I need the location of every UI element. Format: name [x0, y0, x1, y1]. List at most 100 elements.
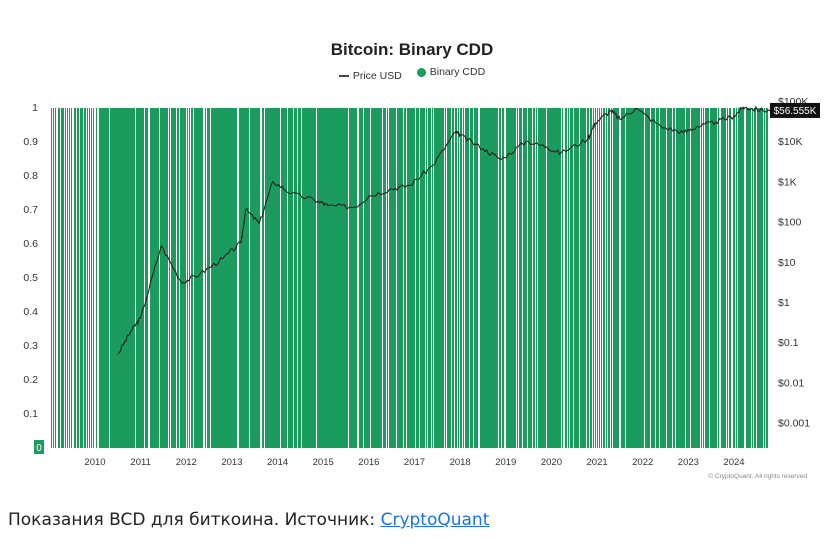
caption-source-link[interactable]: CryptoQuant	[380, 510, 490, 530]
price-usd-line	[117, 105, 771, 355]
binary-cdd-gap	[386, 108, 387, 448]
binary-cdd-gap	[610, 108, 611, 448]
binary-cdd-gap	[650, 108, 651, 448]
binary-cdd-gap	[672, 108, 673, 448]
binary-cdd-gap	[702, 108, 703, 448]
binary-cdd-gap	[66, 108, 67, 448]
binary-cdd-gap	[655, 108, 656, 448]
binary-cdd-gap	[260, 108, 262, 448]
y-left-tick-label: 0.8	[23, 170, 38, 182]
binary-cdd-gap	[396, 108, 397, 448]
x-tick-label: 2010	[84, 457, 105, 468]
binary-cdd-gap	[498, 108, 499, 448]
y-left-tick-label: 0.6	[23, 238, 38, 250]
x-tick-label: 2019	[495, 457, 516, 468]
legend-label-price: Price USD	[352, 69, 402, 82]
binary-cdd-gap	[88, 108, 89, 448]
binary-cdd-gap	[567, 108, 568, 448]
binary-cdd-gap	[249, 108, 250, 448]
line-swatch-icon	[338, 75, 349, 77]
binary-cdd-gap	[363, 108, 364, 448]
binary-cdd-gap	[170, 108, 171, 448]
binary-cdd-gap	[446, 108, 447, 448]
last-price-marker: $56.555K	[770, 102, 820, 118]
binary-cdd-gap	[54, 108, 55, 448]
chart-title: Bitcoin: Binary CDD	[330, 40, 494, 59]
binary-cdd-gap	[415, 108, 416, 448]
binary-cdd-gap	[763, 108, 764, 448]
binary-cdd-gap	[731, 108, 733, 448]
binary-cdd-gap	[388, 108, 389, 448]
binary-cdd-gap	[193, 108, 194, 448]
binary-cdd-gap	[728, 108, 729, 448]
binary-cdd-gap	[203, 108, 205, 448]
binary-cdd-gap	[403, 108, 404, 448]
chart-plot: 0 10.90.80.70.60.50.40.30.20.1 $100K$10K…	[23, 96, 820, 480]
binary-cdd-gap	[744, 108, 746, 448]
binary-cdd-gap	[97, 108, 99, 448]
binary-cdd-gap	[316, 108, 317, 448]
binary-cdd-gap	[370, 108, 371, 448]
binary-cdd-gap	[144, 108, 145, 448]
binary-cdd-gap	[297, 108, 298, 448]
binary-cdd-gap	[478, 108, 480, 448]
binary-cdd-gap	[737, 108, 738, 448]
binary-cdd-gap	[431, 108, 432, 448]
binary-cdd-gap	[659, 108, 660, 448]
binary-cdd-gap	[535, 108, 536, 448]
caption-text: Показания BCD для биткоина. Источник:	[8, 510, 381, 530]
binary-cdd-gap	[579, 108, 580, 448]
binary-cdd-gap	[522, 108, 523, 448]
binary-cdd-gap	[532, 108, 533, 448]
binary-cdd-gap	[444, 108, 445, 448]
chart-container: Bitcoin: Binary CDD Price USD Binary CDD…	[0, 40, 824, 480]
x-tick-label: 2022	[632, 457, 653, 468]
binary-cdd-gap	[52, 108, 53, 448]
binary-cdd-gap	[518, 108, 519, 448]
y-left-tick-label: 0.2	[23, 374, 38, 386]
dot-swatch-icon	[416, 67, 426, 77]
legend-item-binary-cdd[interactable]: Binary CDD	[416, 66, 485, 78]
binary-cdd-gap	[210, 108, 211, 448]
y-left-tick-label: 0	[36, 443, 42, 454]
caption: Показания BCD для биткоина. Источник: Cr…	[8, 510, 489, 530]
binary-cdd-gap	[50, 108, 51, 448]
binary-cdd-gap	[666, 108, 667, 448]
binary-cdd-gap	[516, 108, 517, 448]
binary-cdd-gap	[70, 108, 71, 448]
binary-cdd-gap	[685, 108, 686, 448]
binary-cdd-gap	[433, 108, 434, 448]
binary-cdd-gap	[427, 108, 428, 448]
y-left-tick-label: 0.1	[23, 408, 38, 420]
binary-cdd-gap	[451, 108, 452, 448]
y-right-tick-label: $10	[778, 257, 796, 269]
binary-cdd-gap	[765, 108, 766, 448]
binary-cdd-gap	[188, 108, 189, 448]
binary-cdd-gap	[406, 108, 407, 448]
y-right-tick-label: $0.001	[778, 418, 810, 430]
binary-cdd-gap	[607, 108, 608, 448]
last-price-badge	[770, 102, 820, 118]
binary-cdd-gap	[382, 108, 383, 448]
chart-legend: Price USD Binary CDD	[0, 66, 824, 82]
binary-cdd-gap	[90, 108, 91, 448]
y-left-tick-label: 0.7	[23, 204, 38, 216]
legend-item-price[interactable]: Price USD	[338, 69, 402, 82]
watermark-text: © CryptoQuant. All rights reserved	[708, 472, 807, 480]
binary-cdd-gap	[60, 108, 61, 448]
binary-cdd-gap	[735, 108, 736, 448]
binary-cdd-gap	[537, 108, 538, 448]
binary-cdd-gap	[563, 108, 565, 448]
binary-cdd-gap	[264, 108, 265, 448]
binary-cdd-gap	[176, 108, 177, 448]
y-left-tick-label: 0.5	[23, 272, 38, 284]
x-tick-label: 2016	[358, 457, 379, 468]
last-price-label: $56.555K	[774, 106, 817, 117]
y-right-tick-label: $0.1	[778, 337, 799, 349]
binary-cdd-gap	[600, 108, 601, 448]
y-right-tick-label: $100	[778, 217, 802, 229]
binary-cdd-gap	[464, 108, 465, 448]
x-tick-label: 2011	[130, 457, 150, 468]
binary-cdd-gap	[592, 108, 593, 448]
binary-cdd-gap	[280, 108, 281, 448]
